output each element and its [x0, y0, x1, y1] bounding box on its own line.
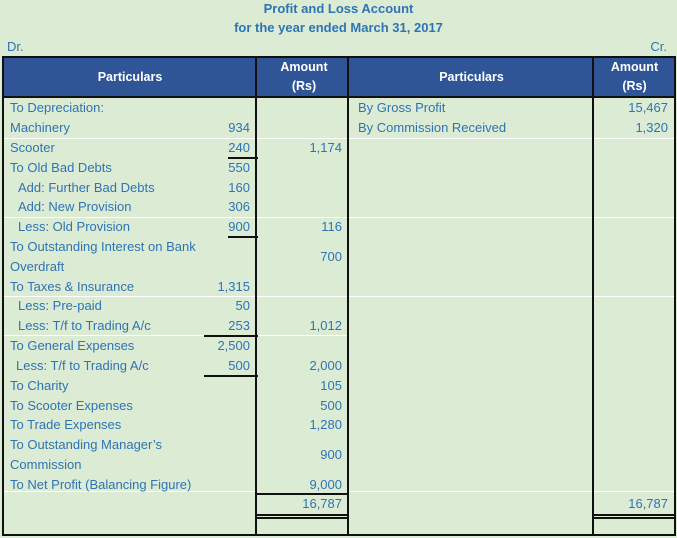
debit-amount: 700: [320, 249, 342, 264]
row-separator: [594, 491, 674, 492]
profit-loss-ledger: Particulars Amount (Rs) Particulars Amou…: [2, 56, 676, 536]
header-left-amount-line1: Amount: [280, 60, 328, 74]
debit-amount: 9,000: [309, 477, 342, 492]
debit-sub-amount: 934: [228, 120, 250, 135]
debit-sub-amount: 500: [228, 358, 250, 373]
debit-label: To General Expenses: [10, 338, 135, 353]
debit-sub-amount: 1,315: [217, 279, 250, 294]
header-right-particulars: Particulars: [439, 69, 504, 84]
total-double-rule: [594, 517, 674, 519]
debit-label: To Trade Expenses: [10, 417, 122, 432]
subtotal-underline: [204, 335, 258, 337]
debit-sub-amount: 50: [235, 298, 250, 313]
subtotal-underline: [228, 236, 258, 238]
page-title: Profit and Loss Account: [263, 1, 414, 16]
header-left-particulars: Particulars: [97, 69, 163, 84]
debit-amount: 500: [320, 398, 342, 413]
row-separator: [4, 138, 255, 139]
debit-amount: 2,000: [309, 358, 342, 373]
debit-sub-amount: 240: [228, 140, 250, 155]
total-double-rule: [257, 514, 347, 516]
column-divider: [347, 58, 349, 534]
debit-sub-amount: 160: [228, 180, 250, 195]
row-separator: [349, 217, 592, 218]
credit-amount: 1,320: [635, 120, 668, 135]
credit-total: 16,787: [628, 496, 668, 511]
header-right-amount: Amount (Rs): [595, 58, 674, 96]
row-separator: [594, 217, 674, 218]
debit-sub-amount: 900: [228, 219, 250, 234]
row-separator: [257, 138, 347, 139]
debit-total: 16,787: [302, 496, 342, 511]
debit-label: Less: T/f to Trading A/c: [16, 358, 149, 373]
row-separator: [257, 335, 347, 336]
debit-label: To Taxes & Insurance: [10, 279, 135, 294]
debit-amount: 116: [321, 219, 342, 234]
total-double-rule: [257, 517, 347, 519]
subtotal-underline: [204, 375, 258, 377]
debit-label: To Depreciation:: [10, 100, 104, 115]
page-subtitle: for the year ended March 31, 2017: [234, 20, 443, 35]
debit-label-continued: Commission: [10, 457, 82, 472]
debit-label: Less: T/f to Trading A/c: [18, 318, 151, 333]
row-separator: [594, 138, 674, 139]
row-separator: [257, 217, 347, 218]
subtotal-underline: [228, 157, 258, 159]
debit-label: Less: Pre-paid: [18, 298, 102, 313]
row-separator: [4, 491, 255, 492]
debit-amount: 1,280: [309, 417, 342, 432]
debit-label: Add: New Provision: [18, 199, 132, 214]
row-separator: [349, 296, 592, 297]
credit-side-label: Cr.: [650, 39, 667, 54]
debit-label: To Outstanding Manager’s: [10, 437, 163, 452]
debit-label: Less: Old Provision: [18, 219, 130, 234]
debit-label: To Charity: [10, 378, 69, 393]
debit-sub-amount: 253: [228, 318, 250, 333]
row-separator: [4, 296, 255, 297]
credit-label: By Commission Received: [358, 120, 507, 135]
debit-label: Scooter: [10, 140, 55, 155]
debit-label: To Outstanding Interest on Bank: [10, 239, 196, 254]
header-left-amount: Amount (Rs): [258, 58, 350, 96]
row-separator: [4, 217, 255, 218]
debit-amount: 1,174: [309, 140, 342, 155]
debit-amount: 900: [320, 447, 342, 462]
credit-amount: 15,467: [628, 100, 668, 115]
row-separator: [349, 138, 592, 139]
debit-label: To Old Bad Debts: [10, 160, 112, 175]
column-divider: [592, 58, 594, 534]
row-separator: [257, 296, 347, 297]
debit-label: Machinery: [10, 120, 70, 135]
debit-label: To Scooter Expenses: [10, 398, 133, 413]
column-divider: [255, 58, 257, 534]
debit-amount: 1,012: [309, 318, 342, 333]
row-separator: [594, 296, 674, 297]
row-separator: [4, 335, 255, 336]
credit-label: By Gross Profit: [358, 100, 446, 115]
total-double-rule: [594, 514, 674, 516]
debit-label-continued: Overdraft: [10, 259, 65, 274]
total-top-rule: [257, 493, 347, 495]
debit-sub-amount: 550: [228, 160, 250, 175]
ledger-header-row: Particulars Amount (Rs) Particulars Amou…: [4, 58, 674, 98]
debit-label: Add: Further Bad Debts: [18, 180, 155, 195]
debit-amount: 105: [320, 378, 342, 393]
header-left-amount-line2: (Rs): [291, 79, 317, 93]
debit-sub-amount: 2,500: [217, 338, 250, 353]
debit-sub-amount: 306: [228, 199, 250, 214]
header-right-amount-line1: Amount: [610, 60, 659, 74]
debit-side-label: Dr.: [7, 39, 24, 54]
debit-label: To Net Profit (Balancing Figure): [10, 477, 192, 492]
row-separator: [349, 491, 592, 492]
header-right-amount-line2: (Rs): [622, 79, 647, 93]
